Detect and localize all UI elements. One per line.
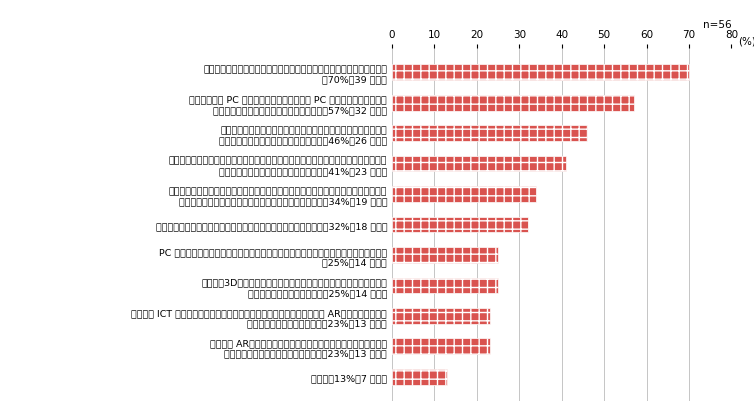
Text: (%): (%) <box>738 36 754 46</box>
Bar <box>392 126 587 142</box>
Bar <box>392 369 447 385</box>
Bar <box>392 278 498 294</box>
Bar <box>392 217 528 233</box>
Bar <box>392 65 689 81</box>
Bar <box>392 247 498 263</box>
Bar <box>392 156 566 172</box>
Bar <box>392 95 634 111</box>
Bar <box>392 187 536 202</box>
Bar <box>392 308 489 324</box>
Bar <box>392 339 489 355</box>
Text: n=56: n=56 <box>703 20 731 30</box>
